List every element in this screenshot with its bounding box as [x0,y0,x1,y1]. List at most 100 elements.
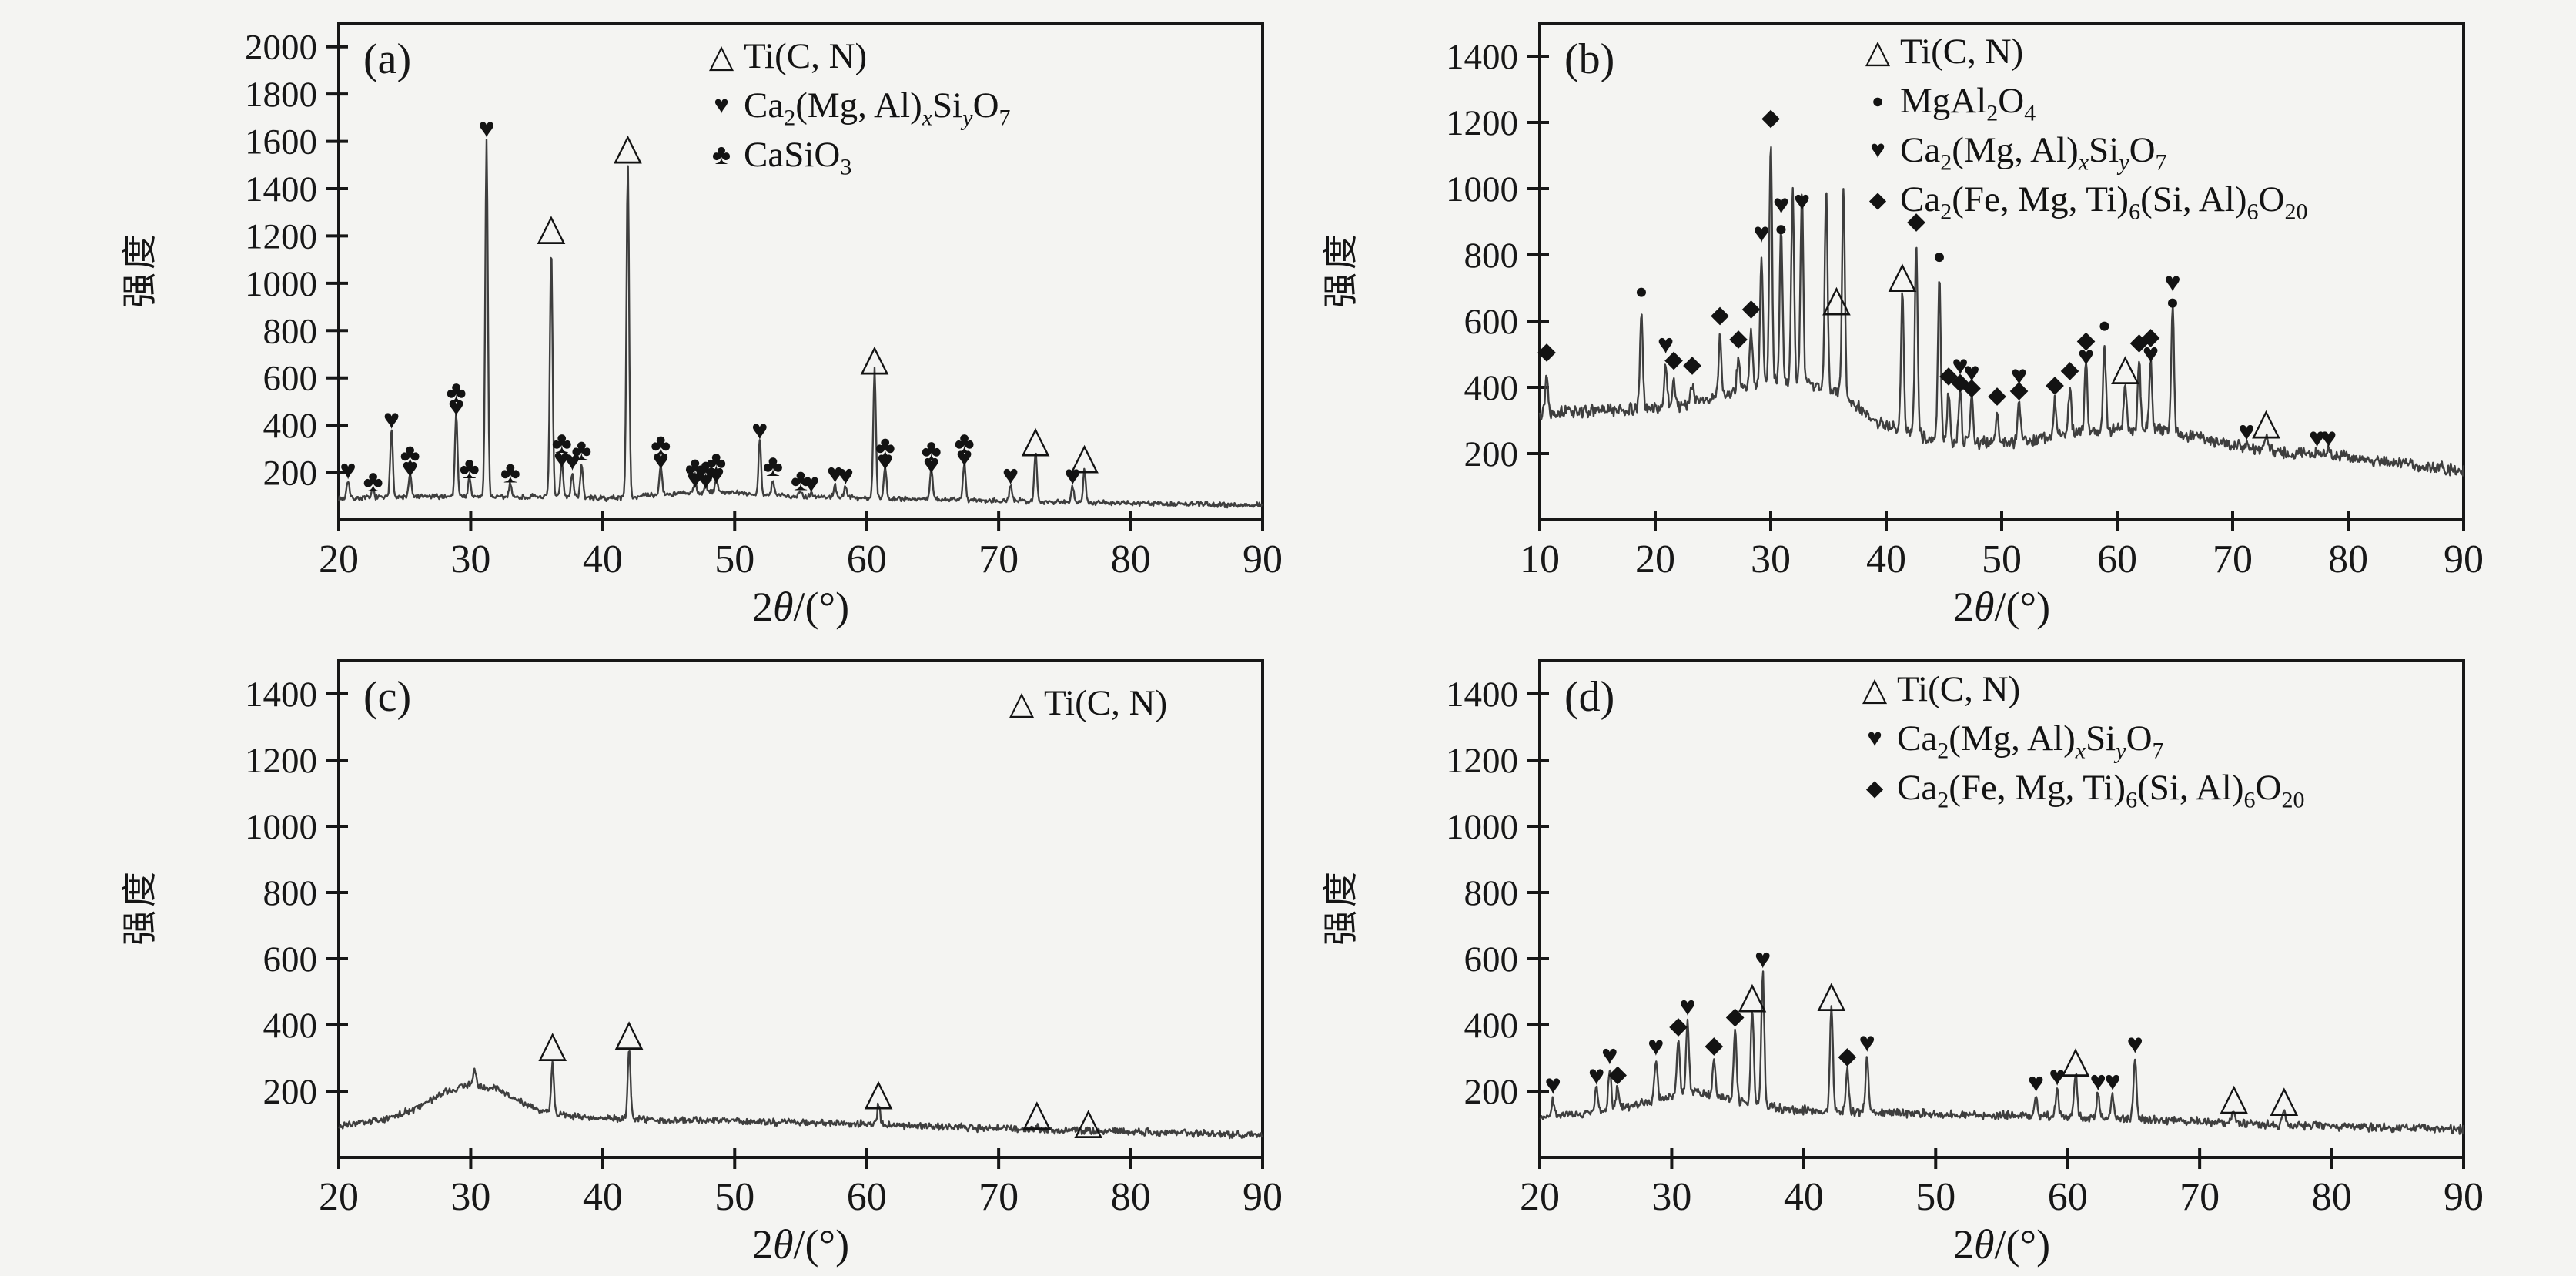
diamond-marker-icon: ◆ [2077,326,2096,353]
circle-marker-icon: ● [1635,280,1648,304]
circle-marker-icon: ● [2166,290,2180,314]
heart-marker-icon: ♥ [478,113,494,144]
triangle-marker-icon: △ [615,1013,644,1053]
club-marker-icon: ♣ [791,463,811,497]
x-tick-label: 80 [1111,538,1151,581]
club-marker-icon: ♣ [460,450,480,485]
x-tick-label: 60 [2048,1175,2088,1219]
x-tick-label: 60 [2097,538,2137,581]
heart-marker-icon: ♥ [2078,341,2094,372]
legend-label: Ti(C, N) [1900,32,2024,72]
heart-marker-icon: ♥ [708,459,724,490]
y-tick-label: 1400 [245,675,317,715]
heart-marker-icon: ♥ [698,464,714,495]
heart-marker-icon: ♥ [2011,360,2027,391]
triangle-marker-icon: △ [1022,419,1050,460]
heart-marker-icon: ♥ [1658,329,1674,360]
heart-marker-icon: ♥ [1648,1031,1664,1062]
x-tick-label: 80 [2328,538,2368,581]
y-tick-label: 800 [1464,236,1519,276]
y-tick-label: 600 [1464,302,1519,342]
club-marker-icon: ♣ [763,448,783,483]
triangle-marker-icon: △ [1070,437,1099,477]
x-axis-label-b: 2θ/(°) [1952,584,2051,630]
y-tick-label: 1400 [1446,37,1518,77]
panel-d: 20 30 40 50 60 70 80 90 200 400 600 800 1000 1200 1400… [1293,641,2525,1273]
x-tick-label: 20 [319,538,359,581]
heart-marker-icon: ♥ [448,391,464,422]
legend-c: △ Ti(C, N) [999,678,1167,728]
y-axis-label-d: 强度 [1321,869,1360,946]
legend-label: Ca2(Mg, Al)xSiyO7 [744,85,1011,131]
x-axis-label-d: 2θ/(°) [1952,1221,2051,1268]
diamond-marker-icon: ◆ [1705,1031,1723,1058]
heart-marker-icon: ♥ [2320,422,2337,453]
legend-item: ♥ Ca2(Mg, Al)xSiyO7 [699,81,1011,131]
xrd-plot-c: 20 30 40 50 60 70 80 90 200 400 600 800 1000 1200 1400… [245,659,1283,1219]
club-marker-icon: ♣ [400,437,420,471]
heart-icon: ♥ [1867,724,1882,752]
club-icon: ♣ [711,139,731,171]
triangle-marker-icon: △ [2111,347,2139,388]
plot-frame [1538,659,2465,1159]
diamond-marker-icon: ◆ [1608,1060,1627,1087]
triangle-marker-icon: △ [1889,255,1917,296]
legend-item: ● MgAl2O4 [1855,76,2307,126]
x-tick-label: 30 [1651,1175,1691,1219]
y-tick-label: 1200 [1446,741,1518,781]
heart-marker-icon: ♥ [1794,186,1810,216]
diamond-marker-icon: ◆ [2130,328,2149,355]
y-axis-label-b: 强度 [1321,231,1360,308]
heart-marker-icon: ♥ [554,443,570,474]
club-marker-icon: ♣ [875,430,895,464]
xrd-plot-a: 20 30 40 50 60 70 80 90 200 400 600 800 1000 1200 1400… [245,22,1283,581]
legend-item: ♥ Ca2(Mg, Al)xSiyO7 [1855,126,2307,175]
triangle-marker-icon: △ [2220,1077,2248,1118]
y-tick-label: 1200 [1446,103,1518,143]
circle-marker-icon: ● [2098,313,2111,337]
y-tick-label: 1400 [1446,675,1518,715]
y-tick-label: 400 [263,406,318,446]
y-tick-label: 600 [1464,939,1519,980]
x-axis-label-a: 2θ/(°) [751,584,850,630]
y-tick-label: 800 [1464,873,1519,913]
club-marker-icon: ♣ [695,452,715,487]
heart-marker-icon: ♥ [402,453,418,484]
xrd-plot-b: 10 20 30 40 50 60 70 80 90 200 400 600 800 1000 1200 14… [1446,22,2484,581]
heart-marker-icon: ♥ [827,458,843,489]
legend-label: CaSiO3 [744,135,852,180]
club-marker-icon: ♣ [363,464,383,498]
circle-icon: ● [1871,89,1885,112]
legend-item: ◆ Ca2(Fe, Mg, Ti)6(Si, Al)6O20 [1852,763,2305,812]
x-tick-label: 30 [450,538,490,581]
legend-a: △ Ti(C, N) ♥ Ca2(Mg, Al)xSiyO7 ♣ CaSiO3 [699,32,1011,179]
heart-marker-icon: ♥ [2049,1060,2065,1091]
y-axis-label-a: 强度 [120,231,159,308]
triangle-icon: △ [708,39,734,75]
diamond-marker-icon: ◆ [1669,1012,1688,1039]
heart-marker-icon: ♥ [2164,266,2180,297]
heart-marker-icon: ♥ [1755,943,1771,974]
triangle-marker-icon: △ [861,337,889,378]
heart-marker-icon: ♥ [1952,350,1968,381]
club-marker-icon: ♣ [651,427,671,462]
diamond-marker-icon: ◆ [2010,376,2029,403]
x-tick-label: 60 [847,1175,887,1219]
legend-item: △ Ti(C, N) [1855,27,2307,76]
heart-marker-icon: ♥ [2126,1029,2143,1060]
heart-marker-icon: ♥ [923,449,939,480]
legend-label: Ti(C, N) [1897,669,2021,709]
plot-frame [337,659,1264,1159]
heart-icon: ♥ [714,91,729,119]
heart-marker-icon: ♥ [687,463,703,494]
y-tick-label: 1600 [245,122,317,162]
heart-marker-icon: ♥ [1963,357,1979,387]
x-tick-label: 90 [2444,1175,2484,1219]
x-tick-label: 50 [1982,538,2022,581]
panel-c: 20 30 40 50 60 70 80 90 200 400 600 800 1000 1200 1400… [92,641,1324,1273]
y-tick-label: 800 [263,311,318,351]
heart-marker-icon: ♥ [751,415,768,446]
y-tick-label: 1200 [245,741,317,781]
triangle-marker-icon: △ [2270,1079,2298,1120]
heart-icon: ♥ [1870,136,1885,164]
